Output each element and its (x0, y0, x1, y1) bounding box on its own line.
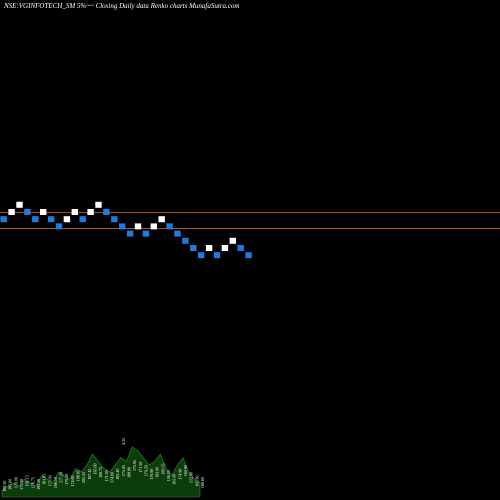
renko-brick-6 (40, 209, 47, 215)
x-tick-label: 160.90 (183, 465, 188, 476)
x-tick-label: 181.15 (25, 475, 30, 486)
renko-bricks (0, 201, 252, 259)
renko-brick-11 (79, 216, 86, 223)
renko-brick-15 (111, 216, 118, 223)
x-tick-label: 205.25 (81, 472, 86, 483)
x-tick-label: 177.20 (59, 472, 64, 483)
renko-brick-21 (158, 216, 165, 223)
volume-panel (1, 446, 201, 498)
x-tick-label: 188.30 (2, 481, 7, 492)
renko-brick-19 (142, 230, 150, 237)
x-tick-label: 188.80 (126, 467, 131, 478)
x-tick-label: 166.75 (98, 467, 103, 478)
renko-brick-4 (24, 209, 31, 215)
x-tick-label: 195.00 (93, 463, 98, 474)
renko-brick-16 (119, 223, 126, 230)
x-tick-label: 183.00 (155, 467, 160, 478)
renko-brick-7 (47, 216, 55, 223)
x-tick-label: 171.05 (104, 470, 109, 481)
x-tick-label: 166.10 (53, 477, 58, 488)
renko-brick-22 (166, 223, 173, 230)
x-tick-label: 175.05 (121, 465, 126, 476)
x-tick-label: 160.35 (160, 463, 165, 474)
renko-brick-31 (237, 245, 244, 251)
renko-brick-27 (205, 245, 213, 251)
x-tick-label: 193.50 (36, 479, 41, 490)
chart-title: NSE:VGINFOTECH_SM 5%~~ Closing Daily dat… (4, 2, 240, 10)
x-tick-label: 179.20 (143, 465, 148, 476)
x-tick-label: 156.20 (166, 470, 171, 481)
renko-brick-14 (103, 209, 110, 215)
x-tick-label: 174.60 (70, 475, 75, 486)
x-tick-label: 170.00 (13, 477, 18, 488)
renko-brick-18 (134, 223, 142, 230)
x-tick-label: 185.60 (8, 479, 13, 490)
renko-brick-20 (150, 223, 157, 230)
renko-brick-28 (213, 252, 221, 259)
x-tick-label: 179.50 (64, 474, 69, 485)
x-tick-label: 175.95 (132, 460, 137, 471)
renko-brick-24 (182, 237, 189, 244)
renko-brick-23 (174, 230, 181, 237)
reference-lines (0, 212, 500, 229)
x-tick-label: 172.90 (189, 472, 194, 483)
x-tick-label: 174.90 (177, 469, 182, 480)
x-tick-label: 181.85 (42, 474, 47, 485)
x-tick-label: 165.90 (194, 475, 199, 486)
x-tick-labels: 188.30 185.60 170.00 175.90 181.15 176.75 193.… (2, 438, 205, 492)
renko-brick-9 (63, 216, 71, 223)
renko-brick-8 (55, 223, 63, 230)
renko-brick-26 (198, 252, 205, 259)
renko-brick-1 (0, 216, 7, 223)
renko-brick-12 (87, 209, 94, 215)
renko-brick-29 (221, 245, 229, 251)
x-tick-label: 183.40 (115, 469, 120, 480)
x-tick-label: 166.60 (200, 477, 205, 488)
renko-brick-30 (229, 237, 236, 244)
renko-brick-5 (32, 216, 39, 223)
renko-brick-13 (95, 201, 102, 208)
volume-extra-label: 4.35 (121, 438, 126, 445)
renko-brick-10 (71, 209, 78, 215)
renko-brick-25 (190, 245, 197, 251)
x-tick-label: 175.90 (19, 479, 24, 490)
volume-area (1, 446, 201, 498)
x-tick-label: 165.00 (172, 474, 177, 485)
renko-brick-3 (16, 201, 23, 208)
renko-brick-32 (245, 252, 252, 259)
x-tick-label: 198.95 (76, 470, 81, 481)
x-tick-label: 174.00 (109, 472, 114, 483)
x-tick-label: 171.50 (138, 462, 143, 473)
x-tick-label: 187.45 (87, 469, 92, 480)
renko-brick-2 (8, 209, 15, 215)
renko-brick-17 (126, 230, 134, 237)
x-tick-label: 176.75 (30, 477, 35, 488)
x-tick-label: 176.90 (149, 469, 154, 480)
x-tick-label: 175.00 (47, 475, 52, 486)
